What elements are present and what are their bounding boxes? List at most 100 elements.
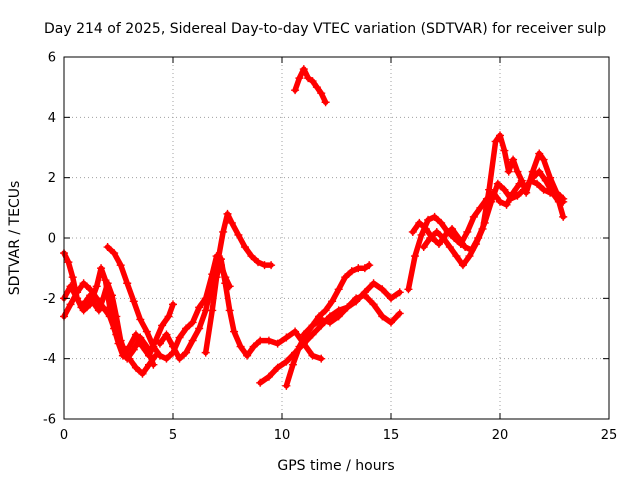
data-point: [249, 342, 258, 351]
data-point: [539, 185, 548, 194]
data-point: [430, 212, 439, 221]
data-point: [378, 312, 387, 321]
data-point: [546, 173, 555, 182]
data-point: [347, 267, 356, 276]
data-point: [552, 191, 561, 200]
data-point: [282, 333, 291, 342]
data-point: [105, 303, 114, 312]
data-point: [175, 333, 184, 342]
data-point: [408, 227, 417, 236]
data-point: [465, 252, 474, 261]
data-point: [264, 336, 273, 345]
axis-ticks: 0 5 10 15 20 25 -6 -4 -2 0 2 4 6: [43, 51, 617, 444]
data-point: [256, 378, 265, 387]
series-line: [283, 262, 372, 389]
data-point: [236, 342, 245, 351]
data-point: [308, 321, 317, 330]
y-tick-label: 0: [48, 232, 56, 247]
data-point: [142, 327, 151, 336]
chart-title: Day 214 of 2025, Sidereal Day-to-day VTE…: [44, 21, 606, 37]
data-point: [559, 197, 568, 206]
x-tick-label: 15: [383, 428, 400, 443]
data-point: [136, 315, 145, 324]
x-tick-label: 20: [492, 428, 509, 443]
data-point: [467, 246, 476, 255]
data-point: [317, 89, 326, 98]
data-point: [334, 312, 343, 321]
data-point: [116, 261, 125, 270]
x-axis-label: GPS time / hours: [277, 458, 394, 474]
data-point: [448, 224, 457, 233]
data-point: [513, 167, 522, 176]
data-point: [162, 354, 171, 363]
data-point: [254, 258, 263, 267]
data-point: [243, 351, 252, 360]
data-point: [487, 197, 496, 206]
data-point: [395, 288, 404, 297]
data-point: [469, 212, 478, 221]
data-point: [437, 218, 446, 227]
data-point: [123, 279, 132, 288]
series-line: [301, 280, 403, 338]
x-tick-label: 5: [169, 428, 177, 443]
data-point: [528, 167, 537, 176]
data-point: [533, 179, 542, 188]
data-point: [188, 318, 197, 327]
data-point: [123, 354, 132, 363]
data-point: [110, 249, 119, 258]
data-point: [321, 306, 330, 315]
data-point: [291, 327, 300, 336]
data-point: [94, 306, 103, 315]
series-track-9: [299, 279, 404, 339]
data-point: [264, 372, 273, 381]
data-point: [500, 146, 509, 155]
series-line: [410, 177, 566, 253]
data-point: [92, 282, 101, 291]
data-point: [118, 351, 127, 360]
data-point: [321, 98, 330, 107]
series-track-10: [291, 65, 330, 107]
data-point: [476, 203, 485, 212]
data-point: [325, 318, 334, 327]
data-point: [164, 312, 173, 321]
data-point: [491, 137, 500, 146]
data-point: [64, 258, 73, 267]
data-point: [441, 230, 450, 239]
data-point: [304, 74, 313, 83]
data-point: [519, 185, 528, 194]
data-point: [66, 300, 75, 309]
data-point: [188, 336, 197, 345]
data-point: [474, 234, 483, 242]
series-track-12: [419, 131, 568, 270]
data-point: [149, 360, 158, 369]
data-point: [535, 149, 544, 158]
data-point: [517, 176, 526, 185]
data-point: [328, 297, 337, 306]
data-point: [308, 351, 317, 360]
y-tick-label: 2: [48, 171, 56, 186]
data-point: [68, 273, 77, 282]
data-point: [496, 197, 504, 206]
data-point: [97, 264, 106, 273]
data-point: [219, 227, 228, 236]
data-point: [502, 200, 511, 209]
data-point: [227, 218, 236, 227]
data-point: [480, 218, 489, 227]
data-point: [110, 324, 119, 333]
data-point: [312, 83, 321, 92]
data-point: [221, 279, 230, 288]
data-point: [387, 318, 395, 327]
data-point: [343, 303, 352, 312]
data-point: [458, 261, 467, 270]
data-point: [424, 215, 433, 224]
data-point: [493, 179, 502, 188]
data-point: [387, 294, 395, 303]
y-tick-label: -6: [43, 413, 56, 428]
data-point: [225, 306, 234, 315]
data-point: [175, 354, 184, 363]
data-point: [419, 243, 428, 252]
data-point: [291, 86, 300, 95]
data-point: [195, 303, 204, 312]
data-point: [485, 185, 494, 194]
data-point: [295, 342, 304, 351]
